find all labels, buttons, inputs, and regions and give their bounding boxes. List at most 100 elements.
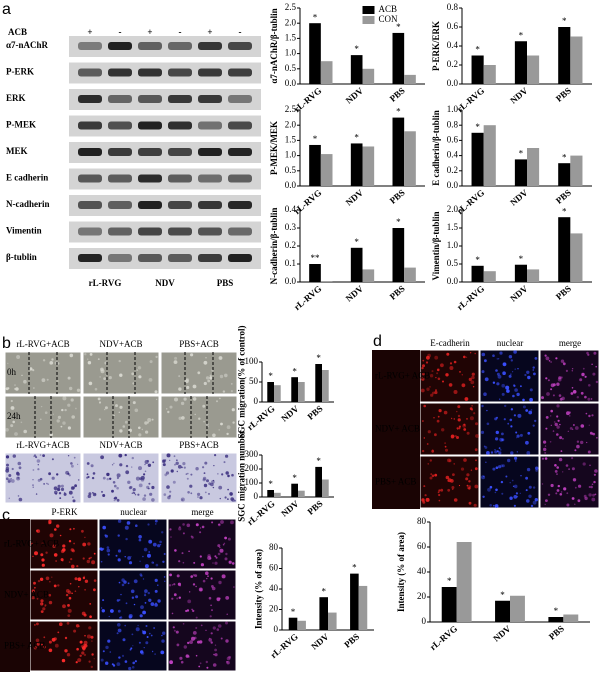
cell [501,464,505,468]
cell [127,556,131,560]
cell [453,498,458,502]
cell [210,604,212,607]
cell [556,473,558,475]
column-label: nuclear [120,507,146,517]
cell [220,422,223,426]
cell [208,638,212,642]
cell [203,483,208,488]
cell [505,475,508,478]
cell [474,484,479,489]
cell [214,653,218,657]
cell [422,364,425,368]
cell [554,464,557,467]
cell [173,455,176,458]
cell [572,478,577,482]
cell [467,487,469,489]
cell [574,503,576,505]
cell [459,371,461,373]
cell [192,631,197,635]
cell [17,477,20,479]
cell [48,472,51,476]
cell [192,384,197,389]
cell [159,543,162,546]
cell [550,424,552,426]
cell [510,359,513,362]
cell [40,602,44,606]
bar [514,264,527,282]
cell [48,640,52,644]
micrograph [539,349,600,403]
cell [571,387,574,389]
significance: * [562,152,567,162]
cell [107,639,111,643]
bar [319,597,328,630]
cell [119,405,123,409]
cell [8,497,10,499]
cell [434,473,438,477]
significance: * [268,479,273,489]
cell [231,408,235,412]
cell [114,484,117,488]
y-tick-label: 0.6 [447,134,459,144]
cell [465,356,468,358]
y-tick-label: 0 [254,396,259,406]
cell [513,384,516,387]
cell [20,421,23,424]
cell [142,610,147,615]
cell [144,470,147,473]
cell [515,492,519,495]
cell [512,485,515,487]
column-label: NDV+ACB [99,440,142,450]
cell [499,398,501,400]
cell [208,596,212,600]
cell [436,372,439,375]
significance: * [313,134,318,144]
cell [130,556,132,558]
blot-row-label: N-cadherin [6,199,50,209]
cell [121,654,125,658]
cell [218,523,220,526]
cell [69,582,72,585]
cell [157,599,161,603]
cell [189,591,191,593]
cell [584,496,588,501]
x-tick-label: NDV [309,631,331,652]
blot-band [78,174,102,183]
cell [60,425,63,428]
bar [392,117,405,186]
cell [32,555,34,558]
cell [183,645,187,649]
x-tick-label: PBS [388,283,407,301]
cell [587,353,590,356]
cell [76,388,81,392]
cell [545,416,549,419]
cell [61,658,66,663]
blot-band [228,174,252,183]
cell [83,575,85,578]
cell [94,493,96,496]
cell [174,463,176,466]
cell [117,519,122,523]
cell [556,415,559,418]
cell [450,479,453,481]
cell [212,626,216,630]
cell [226,425,231,430]
cell [231,473,234,477]
cell [569,427,573,430]
significance: * [396,22,401,32]
cell [590,398,593,400]
blot-band [78,68,102,77]
cell [218,356,223,360]
cell [485,461,487,463]
cell [150,602,155,606]
cell [51,358,54,361]
bar [514,159,527,186]
cell [552,430,555,432]
significance: ** [311,253,321,263]
micrograph [4,351,82,395]
y-tick-label: 1.0 [285,150,297,160]
cell [186,477,189,480]
cell [131,633,134,636]
